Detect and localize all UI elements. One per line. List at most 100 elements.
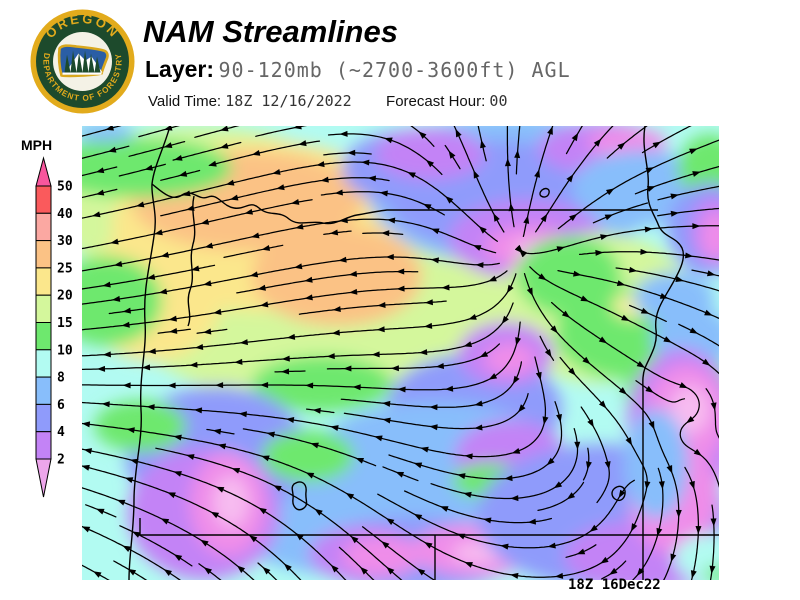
legend-segment	[35, 294, 52, 323]
speed-blob	[587, 128, 667, 156]
streamline	[82, 448, 347, 580]
flow-arrowhead	[305, 472, 315, 479]
flow-arrowhead	[83, 448, 93, 455]
valid-time-value: 18Z 12/16/2022	[225, 92, 352, 110]
flow-arrowhead	[249, 271, 259, 278]
flow-arrowhead	[644, 481, 651, 490]
flow-arrowhead	[695, 526, 702, 535]
flow-arrowhead	[113, 260, 123, 267]
flow-arrowhead	[146, 404, 155, 411]
flow-arrowhead	[600, 234, 609, 241]
flow-arrowhead	[95, 189, 105, 196]
streamline	[82, 145, 130, 159]
flow-arrowhead	[582, 356, 591, 365]
flow-arrowhead	[349, 288, 358, 295]
flow-arrowhead	[200, 539, 209, 547]
flow-arrowhead	[249, 535, 258, 543]
flow-arrowhead	[566, 174, 574, 183]
flow-arrowhead	[430, 257, 440, 264]
flow-arrowhead	[135, 201, 145, 208]
flow-arrowhead	[285, 417, 295, 423]
streamline	[172, 141, 242, 161]
flow-arrowhead	[142, 364, 151, 371]
flow-arrowhead	[361, 159, 370, 166]
streamline	[82, 256, 500, 305]
flow-arrowhead	[540, 213, 548, 223]
flow-arrowhead	[158, 288, 168, 295]
flow-arrowhead	[163, 142, 173, 149]
flow-arrowhead	[225, 179, 235, 186]
legend-segment	[35, 376, 52, 405]
legend-segment	[35, 185, 52, 214]
small-lake	[539, 187, 550, 198]
flow-arrowhead	[395, 471, 405, 478]
flow-arrowhead	[163, 569, 172, 577]
flow-arrowhead	[580, 295, 589, 302]
flow-arrowhead	[203, 567, 213, 575]
flow-arrowhead	[636, 567, 645, 576]
flow-arrowhead	[238, 411, 247, 418]
flow-arrowhead	[195, 343, 204, 350]
flow-arrowhead	[511, 447, 521, 454]
flow-arrowhead	[82, 526, 91, 533]
flow-arrowhead	[215, 486, 225, 493]
flow-arrowhead	[260, 301, 269, 308]
legend-tick-label: 8	[57, 371, 65, 386]
flow-arrowhead	[675, 509, 682, 518]
flow-arrowhead	[384, 137, 393, 144]
flow-arrowhead	[448, 150, 456, 159]
flow-arrowhead	[621, 314, 630, 321]
flow-arrowhead	[258, 507, 267, 515]
flow-arrowhead	[193, 407, 203, 414]
speed-blob	[624, 409, 688, 519]
legend-tick-label: 15	[57, 316, 73, 331]
flow-arrowhead	[609, 567, 618, 575]
flow-arrowhead	[191, 265, 200, 272]
flow-arrowhead	[210, 511, 220, 519]
flow-arrowhead	[547, 126, 553, 135]
speed-blob	[701, 211, 719, 261]
flow-arrowhead	[566, 492, 576, 500]
flow-arrowhead	[506, 284, 514, 294]
streamline	[430, 427, 579, 500]
flow-arrowhead	[689, 327, 699, 334]
streamline	[155, 447, 403, 580]
flow-arrowhead	[457, 473, 466, 480]
flow-arrowhead	[281, 368, 290, 375]
flow-arrowhead	[527, 518, 537, 525]
flow-arrowhead	[468, 314, 477, 320]
flow-arrowhead	[518, 404, 526, 413]
speed-blob	[262, 430, 354, 482]
flow-arrowhead	[220, 126, 229, 132]
flow-arrowhead	[314, 508, 323, 516]
layer-line: Layer: 90-120mb (~2700-3600ft) AGL	[145, 56, 571, 83]
flow-arrowhead	[387, 217, 396, 224]
flow-arrowhead	[281, 355, 290, 362]
flow-arrowhead	[420, 446, 429, 453]
flow-arrowhead	[439, 506, 449, 512]
flow-arrowhead	[429, 404, 438, 411]
flow-arrowhead	[102, 351, 111, 358]
flow-arrowhead	[413, 462, 423, 469]
legend-tick-label: 20	[57, 289, 73, 304]
flow-arrowhead	[689, 148, 698, 155]
flow-arrowhead	[526, 287, 533, 297]
flow-arrowhead	[290, 199, 300, 205]
flow-arrowhead	[160, 251, 170, 258]
flow-arrowhead	[146, 273, 156, 280]
streamline	[678, 323, 719, 347]
flow-arrowhead	[593, 138, 602, 147]
streamline	[82, 302, 514, 371]
flow-arrowhead	[479, 351, 489, 358]
streamline	[326, 343, 501, 370]
flow-arrowhead	[304, 276, 313, 283]
layer-label: Layer:	[145, 56, 215, 82]
flow-arrowhead	[116, 499, 126, 506]
flow-arrowhead	[587, 418, 594, 428]
streamline	[343, 392, 529, 430]
flow-arrowhead	[463, 341, 473, 348]
flow-arrowhead	[644, 226, 653, 233]
lake-malheur	[611, 485, 626, 502]
flow-arrowhead	[294, 263, 303, 270]
